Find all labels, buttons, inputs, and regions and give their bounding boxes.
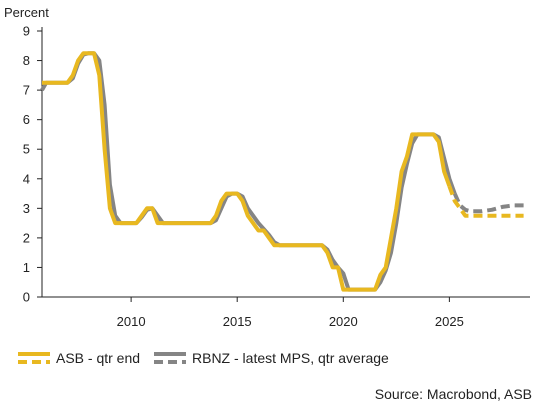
source-note: Source: Macrobond, ASB: [375, 386, 532, 402]
y-tick-label: 8: [23, 53, 30, 68]
y-tick-label: 9: [23, 24, 30, 39]
y-tick-label: 6: [23, 112, 30, 127]
y-tick-label: 3: [23, 201, 30, 216]
series-layer: [40, 51, 524, 292]
legend-label: RBNZ - latest MPS, qtr average: [192, 350, 389, 366]
x-tick-label: 2010: [117, 314, 146, 329]
series-projection-asb: [447, 185, 524, 218]
x-axis-ticks: 2010 2015 2020 2025: [117, 297, 464, 329]
y-axis-unit-label: Percent: [4, 5, 49, 20]
series-rbnz: [40, 51, 524, 292]
x-tick-label: 2020: [329, 314, 358, 329]
x-tick-label: 2015: [223, 314, 252, 329]
y-tick-label: 2: [23, 230, 30, 245]
y-tick-label: 7: [23, 83, 30, 98]
y-tick-label: 1: [23, 260, 30, 275]
legend: ASB - qtr end RBNZ - latest MPS, qtr aver…: [18, 350, 389, 366]
y-axis-ticks: 0 1 2 3 4 5 6 7 8 9: [23, 24, 42, 305]
y-tick-label: 4: [23, 171, 30, 186]
series-asb: [42, 51, 524, 292]
legend-item-rbnz: RBNZ - latest MPS, qtr average: [154, 350, 389, 366]
y-tick-label: 5: [23, 142, 30, 157]
x-tick-label: 2025: [435, 314, 464, 329]
legend-label: ASB - qtr end: [56, 350, 140, 366]
y-tick-label: 0: [23, 290, 30, 305]
series-line-asb: [42, 51, 452, 292]
axes: [41, 27, 530, 298]
series-projection-rbnz: [452, 192, 524, 214]
series-line-rbnz: [40, 51, 457, 292]
legend-item-asb: ASB - qtr end: [18, 350, 140, 366]
